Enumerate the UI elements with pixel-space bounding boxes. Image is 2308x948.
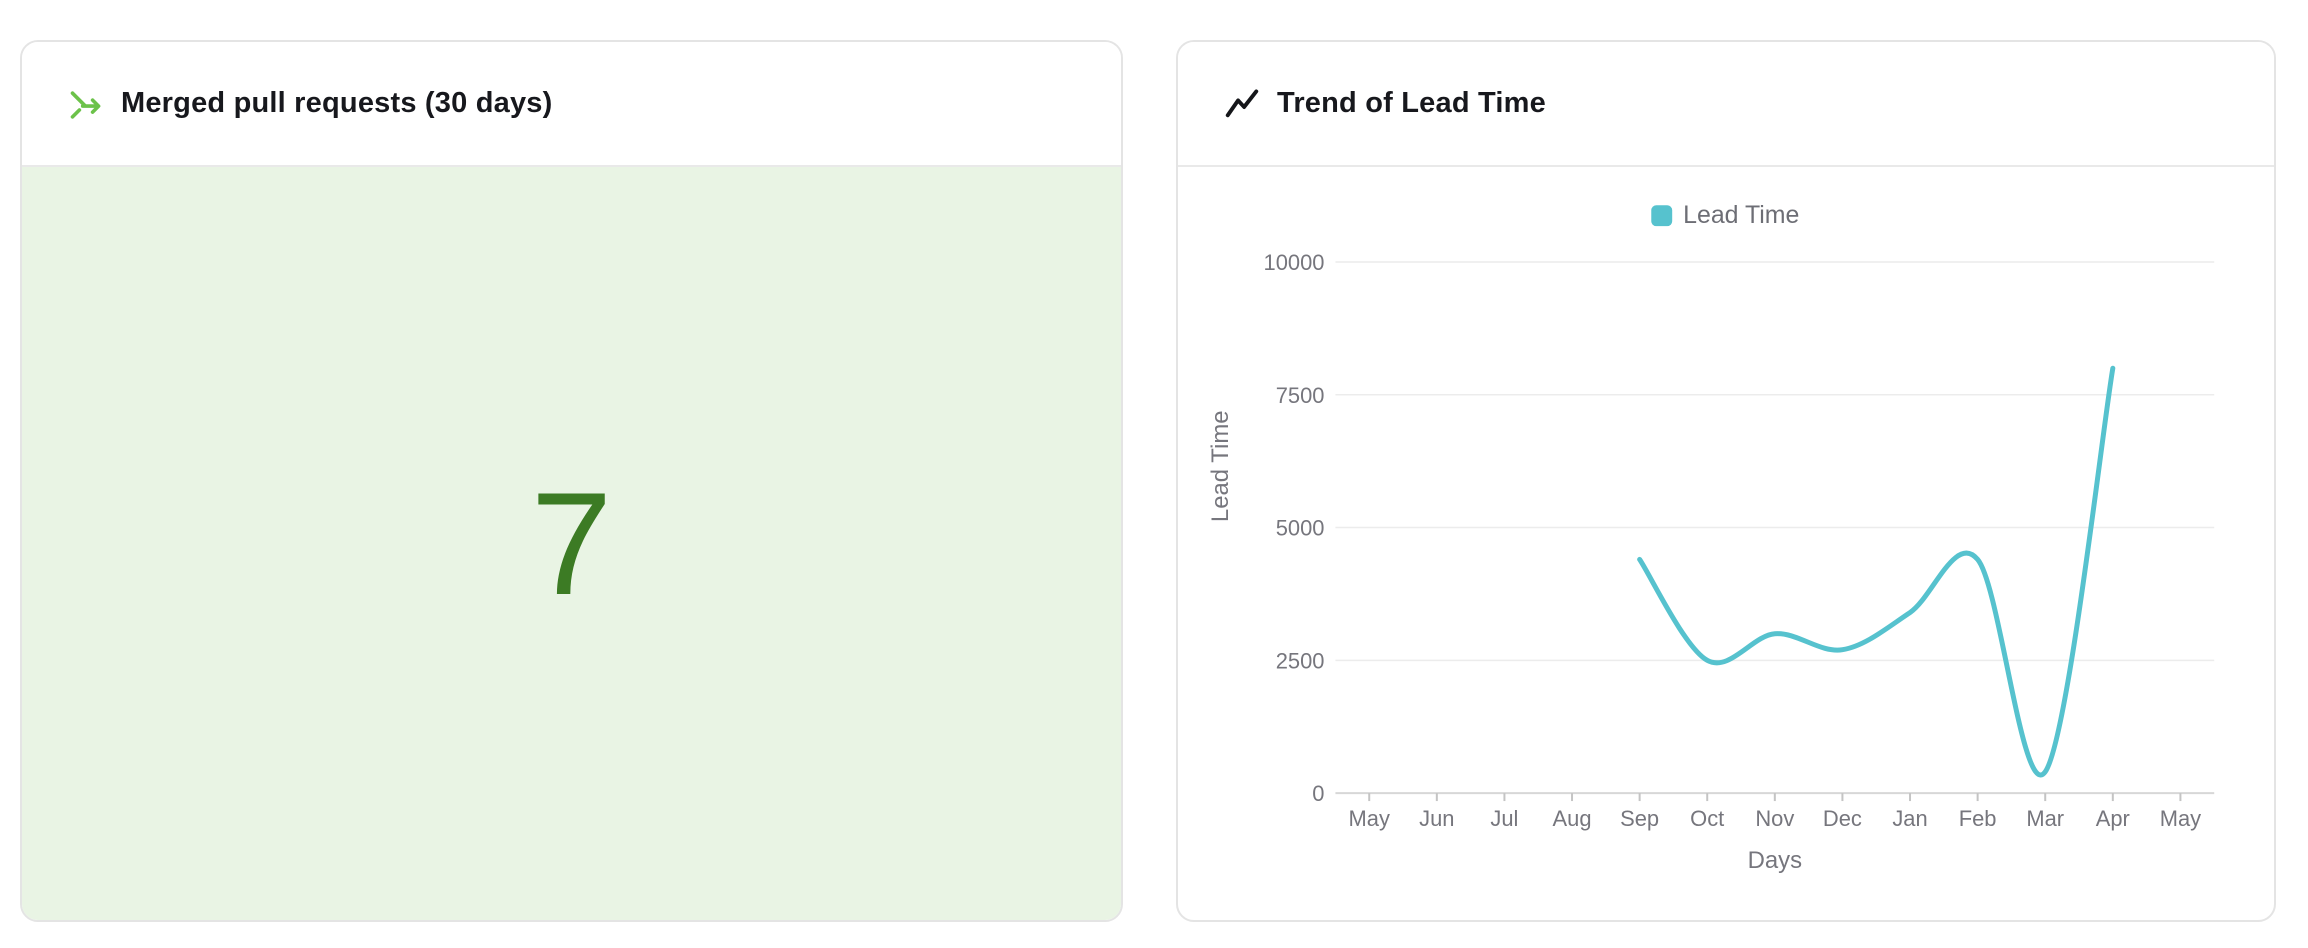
svg-text:Feb: Feb <box>1959 806 1997 831</box>
svg-text:Aug: Aug <box>1553 806 1592 831</box>
trend-icon <box>1225 88 1259 117</box>
svg-text:Mar: Mar <box>2026 806 2064 831</box>
svg-text:Lead Time: Lead Time <box>1683 201 1799 229</box>
svg-text:7500: 7500 <box>1276 383 1325 408</box>
svg-text:Dec: Dec <box>1823 806 1862 831</box>
lead-time-line <box>1637 365 2116 778</box>
merged-pull-requests-title: Merged pull requests (30 days) <box>121 87 553 119</box>
svg-text:Lead Time: Lead Time <box>1207 410 1234 522</box>
svg-text:Days: Days <box>1748 847 1803 874</box>
svg-text:0: 0 <box>1312 781 1324 806</box>
merge-icon <box>70 90 101 119</box>
lead-time-header: Trend of Lead Time <box>1178 42 2274 167</box>
svg-text:May: May <box>1349 806 1390 831</box>
lead-time-title: Trend of Lead Time <box>1277 87 1546 119</box>
merged-pull-requests-value: 7 <box>530 461 613 625</box>
svg-text:Jan: Jan <box>1892 806 1927 831</box>
merged-pull-requests-panel: 7 <box>22 167 1121 920</box>
svg-text:Apr: Apr <box>2096 806 2130 831</box>
lead-time-chart[interactable]: Lead Time 0 2500 5000 7500 10000 May Jun Jul Aug S… <box>1178 167 2274 920</box>
svg-text:10000: 10000 <box>1264 250 1325 275</box>
svg-text:Jun: Jun <box>1419 806 1454 831</box>
svg-text:Oct: Oct <box>1690 806 1724 831</box>
merged-pull-requests-card: Merged pull requests (30 days) 7 <box>20 40 1123 922</box>
legend-item-lead-time[interactable]: Lead Time <box>1651 201 1799 229</box>
lead-time-card: Trend of Lead Time Lead Time 0 2500 5000 750… <box>1176 40 2276 922</box>
svg-text:2500: 2500 <box>1276 648 1325 673</box>
svg-text:May: May <box>2160 806 2201 831</box>
svg-text:5000: 5000 <box>1276 516 1325 541</box>
svg-text:Jul: Jul <box>1490 806 1518 831</box>
svg-text:Nov: Nov <box>1755 806 1794 831</box>
svg-text:Sep: Sep <box>1620 806 1659 831</box>
merged-pull-requests-header: Merged pull requests (30 days) <box>22 42 1121 167</box>
